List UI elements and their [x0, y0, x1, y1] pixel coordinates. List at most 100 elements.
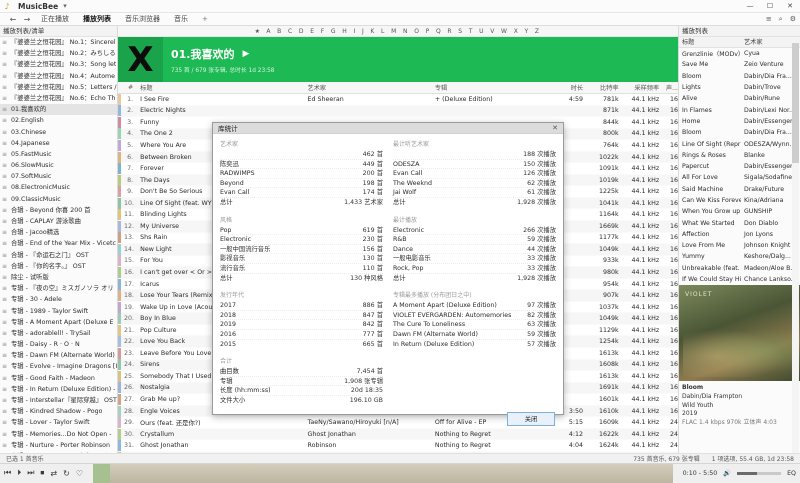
column-header-artist[interactable]: 艺术家: [307, 85, 327, 92]
table-row[interactable]: 2. Electric Nights 871k 44.1 kHz 16: [118, 105, 678, 118]
list-item[interactable]: Yummy Keshore/Dalg...: [679, 251, 800, 262]
list-item[interactable]: Affection Jon Lyons: [679, 229, 800, 240]
column-header-index[interactable]: #: [127, 84, 134, 91]
list-item[interactable]: If We Could Stay HighChance Lankso...: [679, 274, 800, 285]
list-item[interactable]: Home Dabin/Essenger: [679, 116, 800, 127]
sidebar-item[interactable]: ≡ 专辑 - Evolve - Imagine Dragons [I: [0, 361, 117, 372]
list-item[interactable]: Can We Kiss Forever Kina/Adriana: [679, 195, 800, 206]
alpha-letters[interactable]: A B C D E F G H I J K L M N O P Q R S T …: [266, 27, 542, 35]
sidebar-item[interactable]: ≡ 合辑 - 『命运石之门』 OST: [0, 250, 117, 261]
list-item[interactable]: Papercut Dabin/Essenger: [679, 161, 800, 172]
list-item[interactable]: Love From Me Johnson Knight: [679, 240, 800, 251]
sidebar-item[interactable]: ≡ 04.Japanese: [0, 138, 117, 149]
column-header-bitrate[interactable]: 比特率: [600, 85, 619, 92]
list-item[interactable]: Rings & Roses Blanke: [679, 150, 800, 161]
play-icon[interactable]: ▶: [242, 48, 250, 59]
right-panel-columns[interactable]: 标题 艺术家: [679, 37, 800, 48]
repeat-icon[interactable]: ↻: [63, 468, 70, 478]
sidebar-item[interactable]: ≡ 『婆婆兰之恒花园』 No.2：みちしる: [0, 48, 117, 59]
column-header-artist-right[interactable]: 艺术家: [744, 39, 763, 46]
volume-icon[interactable]: 🔊: [723, 470, 732, 477]
column-header-samplerate[interactable]: 采样频率: [634, 85, 660, 92]
next-track-icon[interactable]: ⏭: [27, 468, 35, 477]
sidebar-item[interactable]: ≡ 专辑 - A Moment Apart (Deluxe E: [0, 317, 117, 328]
list-item[interactable]: Alive Dabin/Rune: [679, 93, 800, 104]
equalizer-button[interactable]: EQ: [787, 469, 796, 477]
previous-track-icon[interactable]: ⏮: [4, 468, 12, 477]
alpha-index-bar[interactable]: ★ A B C D E F G H I J K L M N O P Q R S …: [118, 26, 678, 37]
sidebar-item[interactable]: ≡ 07.SoftMusic: [0, 171, 117, 182]
list-item[interactable]: When You Grow up ...GUNSHIP: [679, 206, 800, 217]
table-row[interactable]: 30. Crystallum Ghost Jonathan Nothing to Re…: [118, 428, 678, 441]
sidebar-item[interactable]: ≡ 专辑 - 『夜の空』ミスガノソラ オリ: [0, 283, 117, 294]
shuffle-icon[interactable]: ⇄: [50, 468, 58, 478]
sidebar-item[interactable]: ≡ 专辑 - Lover - Taylor Swift: [0, 417, 117, 428]
sidebar-item[interactable]: ≡ 专辑 - Daisy - R · O · N: [0, 339, 117, 350]
track-grid-header[interactable]: # 标题 艺术家 专辑 时长 比特率 采样频率 声...: [118, 82, 678, 94]
list-item[interactable]: Save Me Zeio Venture: [679, 59, 800, 70]
sidebar-item[interactable]: ≡ 『婆婆兰之恒花园』 No.1：Sincerel: [0, 37, 117, 48]
sidebar-item[interactable]: ≡ 08.ElectronicMusic: [0, 182, 117, 193]
table-row[interactable]: 31. Ghost Jonathan Robinson Nothing to Regr…: [118, 440, 678, 452]
maximize-icon[interactable]: ☐: [766, 2, 774, 10]
tab-now-playing[interactable]: 正在播放: [41, 14, 69, 23]
sidebar-item[interactable]: ≡ 合辑 - Beyond 你喜 200 首: [0, 205, 117, 216]
sidebar-item[interactable]: ≡ 合辑 - 『你的名字。』 OST: [0, 261, 117, 272]
sidebar-item[interactable]: ≡ 专辑 - Good Faith - Madeon: [0, 373, 117, 384]
tab-music[interactable]: 音乐: [174, 14, 188, 23]
column-header-title[interactable]: 标题: [140, 85, 153, 92]
minimize-icon[interactable]: —: [746, 2, 754, 10]
search-icon[interactable]: ⌕: [778, 14, 783, 23]
sidebar-item[interactable]: ≡ 合辑 - CAPLAY 游泳歌曲: [0, 216, 117, 227]
sidebar-item[interactable]: ≡ 专辑 - In Return (Deluxe Edition) -: [0, 384, 117, 395]
sidebar-item[interactable]: ≡ 合辑 - End of the Year Mix - Vicetc: [0, 238, 117, 249]
list-item[interactable]: What We Started Don Diablo: [679, 217, 800, 228]
dialog-close-icon[interactable]: ✕: [552, 124, 558, 132]
list-item[interactable]: Unbreakable (feat. D...Madeon/Aloe B...: [679, 263, 800, 274]
list-item[interactable]: Lights Dabin/Trove: [679, 82, 800, 93]
scrollbar-thumb[interactable]: [792, 43, 799, 163]
right-panel-rows[interactable]: Grenzlinie（MODv） Cyua Save Me Zeio Venture B…: [679, 48, 800, 285]
column-header-channels[interactable]: 声...: [665, 85, 678, 92]
tab-playlist[interactable]: 播放列表: [83, 14, 111, 23]
column-header-title-right[interactable]: 标题: [682, 39, 695, 46]
sidebar-item[interactable]: ≡ 『婆婆兰之恒花园』 No.6：Echo Th: [0, 93, 117, 104]
playlist-list[interactable]: ≡ 『婆婆兰之恒花园』 No.1：Sincerel ≡ 『婆婆兰之恒花园』 No.2：…: [0, 37, 117, 463]
list-item[interactable]: Line Of Sight (Repris...ODESZA/Wynn...: [679, 138, 800, 149]
list-item[interactable]: Bloom Dabin/Dia Fra...: [679, 127, 800, 138]
list-item[interactable]: Said Machine Drake/Future: [679, 184, 800, 195]
close-icon[interactable]: ✕: [787, 2, 793, 10]
sidebar-item[interactable]: ≡ 合辑 - Jacoo精选: [0, 227, 117, 238]
album-cover[interactable]: VIOLET: [679, 285, 800, 382]
column-header-album[interactable]: 专辑: [434, 85, 448, 92]
tab-music-explorer[interactable]: 音乐浏览器: [125, 14, 160, 23]
close-button[interactable]: 关闭: [507, 412, 555, 427]
list-item[interactable]: Grenzlinie（MODv） Cyua: [679, 48, 800, 59]
sidebar-item[interactable]: ≡ 专辑 - Dawn FM (Alternate World): [0, 350, 117, 361]
play-pause-icon[interactable]: ⏵: [17, 468, 22, 477]
heart-icon[interactable]: ♡: [75, 468, 83, 478]
table-row[interactable]: 29. Ours (feat. 还是你?) TaeNy/Sawano/Hiroyuk…: [118, 417, 678, 429]
sidebar-item[interactable]: ≡ 02.English: [0, 115, 117, 126]
sidebar-item[interactable]: ≡ 05.FastMusic: [0, 149, 117, 160]
column-header-duration[interactable]: 时长: [570, 85, 584, 92]
sidebar-item[interactable]: ≡ 专辑 - 30 - Adele: [0, 294, 117, 305]
star-icon[interactable]: ★: [254, 27, 263, 35]
chevron-down-icon[interactable]: ▾: [63, 2, 67, 10]
sidebar-item[interactable]: ≡ 除尘 - 试听版: [0, 272, 117, 283]
list-item[interactable]: All For Love Sigala/Sodafine: [679, 172, 800, 183]
sidebar-item[interactable]: ≡ 专辑 - Nurture - Porter Robinson: [0, 440, 117, 451]
sidebar-item[interactable]: ≡ 09.ClassicMusic: [0, 194, 117, 205]
sidebar-item[interactable]: ≡ 06.SlowMusic: [0, 160, 117, 171]
sidebar-item[interactable]: ≡ 专辑 - Interstellar『星际穿越』 OST: [0, 395, 117, 406]
sidebar-item[interactable]: ≡ 01.我喜欢的: [0, 104, 117, 116]
gear-icon[interactable]: ⚙: [789, 15, 796, 23]
sidebar-item[interactable]: ≡ 专辑 - adorablell! - TrySail: [0, 328, 117, 339]
vertical-scrollbar[interactable]: [792, 41, 799, 462]
sidebar-item[interactable]: ≡ 『婆婆兰之恒花园』 No.5：Letters /: [0, 82, 117, 93]
sidebar-item[interactable]: ≡ 专辑 - 1989 - Taylor Swift: [0, 306, 117, 317]
forward-icon[interactable]: →: [23, 14, 31, 24]
list-item[interactable]: Bloom Dabin/Dia Fra...: [679, 71, 800, 82]
menu-icon[interactable]: ≡: [765, 15, 772, 23]
sidebar-item[interactable]: ≡ 专辑 - Memories...Do Not Open -: [0, 429, 117, 440]
